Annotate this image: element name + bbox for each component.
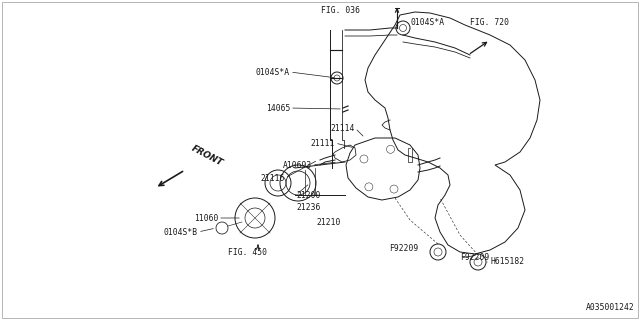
Text: F92209: F92209 (460, 253, 489, 262)
Text: 21111: 21111 (310, 139, 335, 148)
Text: A035001242: A035001242 (586, 303, 635, 312)
Text: FIG. 720: FIG. 720 (470, 18, 509, 27)
Text: 11060: 11060 (194, 213, 218, 222)
Text: 0104S*A: 0104S*A (410, 18, 444, 27)
Text: FIG. 036: FIG. 036 (321, 5, 360, 14)
Text: 21236: 21236 (296, 203, 321, 212)
Text: 21114: 21114 (331, 124, 355, 132)
Text: 21210: 21210 (316, 218, 340, 227)
Text: 14065: 14065 (266, 103, 290, 113)
Text: 0104S*B: 0104S*B (164, 228, 198, 236)
Text: A10693: A10693 (283, 161, 312, 170)
Text: 21200: 21200 (296, 190, 321, 199)
Text: 21116: 21116 (260, 173, 285, 182)
Text: 0104S*A: 0104S*A (256, 68, 290, 76)
Text: F92209: F92209 (388, 244, 418, 252)
Text: H615182: H615182 (490, 258, 524, 267)
Text: FIG. 450: FIG. 450 (228, 247, 267, 257)
Text: FRONT: FRONT (190, 144, 225, 168)
